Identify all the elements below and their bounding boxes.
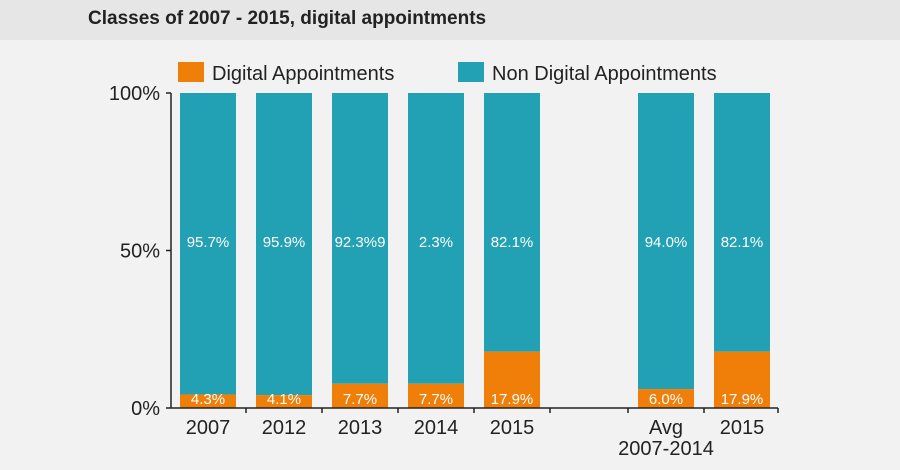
bar-digital [484, 351, 540, 408]
bar-non-digital [714, 93, 770, 352]
legend-label-non-digital: Non Digital Appointments [492, 63, 717, 85]
y-tick-label: 100% [109, 83, 160, 105]
data-label-non-digital: 95.9% [263, 234, 306, 251]
bar-digital [256, 395, 312, 408]
bar-non-digital [408, 93, 464, 384]
data-label-digital: 7.7% [419, 391, 453, 408]
y-tick-label: 0% [131, 398, 160, 420]
data-label-non-digital: 82.1% [491, 234, 534, 251]
bar-digital [332, 383, 388, 408]
bar-non-digital [332, 93, 388, 384]
bar-digital [714, 351, 770, 408]
data-label-non-digital: 94.0% [645, 234, 688, 251]
x-tick-label: 2014 [414, 417, 459, 439]
data-label-digital: 4.3% [191, 391, 225, 408]
title-bar [0, 0, 900, 40]
x-tick-label: Avg [649, 417, 683, 439]
legend-swatch-non-digital [458, 62, 484, 82]
legend-label-digital: Digital Appointments [212, 63, 394, 85]
x-tick-label: 2007-2014 [618, 438, 714, 460]
data-label-digital: 17.9% [491, 391, 534, 408]
data-label-non-digital: 82.1% [721, 234, 764, 251]
y-tick-label: 50% [120, 241, 160, 263]
data-label-non-digital: 95.7% [187, 234, 230, 251]
bar-non-digital [180, 93, 236, 395]
bar-digital [638, 389, 694, 408]
bar-non-digital [638, 93, 694, 390]
data-label-digital: 4.1% [267, 391, 301, 408]
chart-title: Classes of 2007 - 2015, digital appointm… [88, 8, 487, 29]
x-tick-label: 2012 [262, 417, 307, 439]
x-tick-label: 2013 [338, 417, 383, 439]
x-tick-label: 2015 [490, 417, 535, 439]
data-label-non-digital: 92.3%9 [335, 234, 386, 251]
bar-digital [180, 394, 236, 408]
x-tick-label: 2015 [720, 417, 765, 439]
stacked-bar-chart: Digital Appointments Non Digital Appointm… [109, 62, 779, 460]
data-label-digital: 7.7% [343, 391, 377, 408]
x-tick-label: 2007 [186, 417, 231, 439]
bar-digital [408, 383, 464, 408]
bar-non-digital [484, 93, 540, 352]
data-label-digital: 6.0% [649, 391, 683, 408]
bar-non-digital [256, 93, 312, 396]
legend-swatch-digital [178, 62, 204, 82]
data-label-non-digital: 2.3% [419, 234, 453, 251]
data-label-digital: 17.9% [721, 391, 764, 408]
